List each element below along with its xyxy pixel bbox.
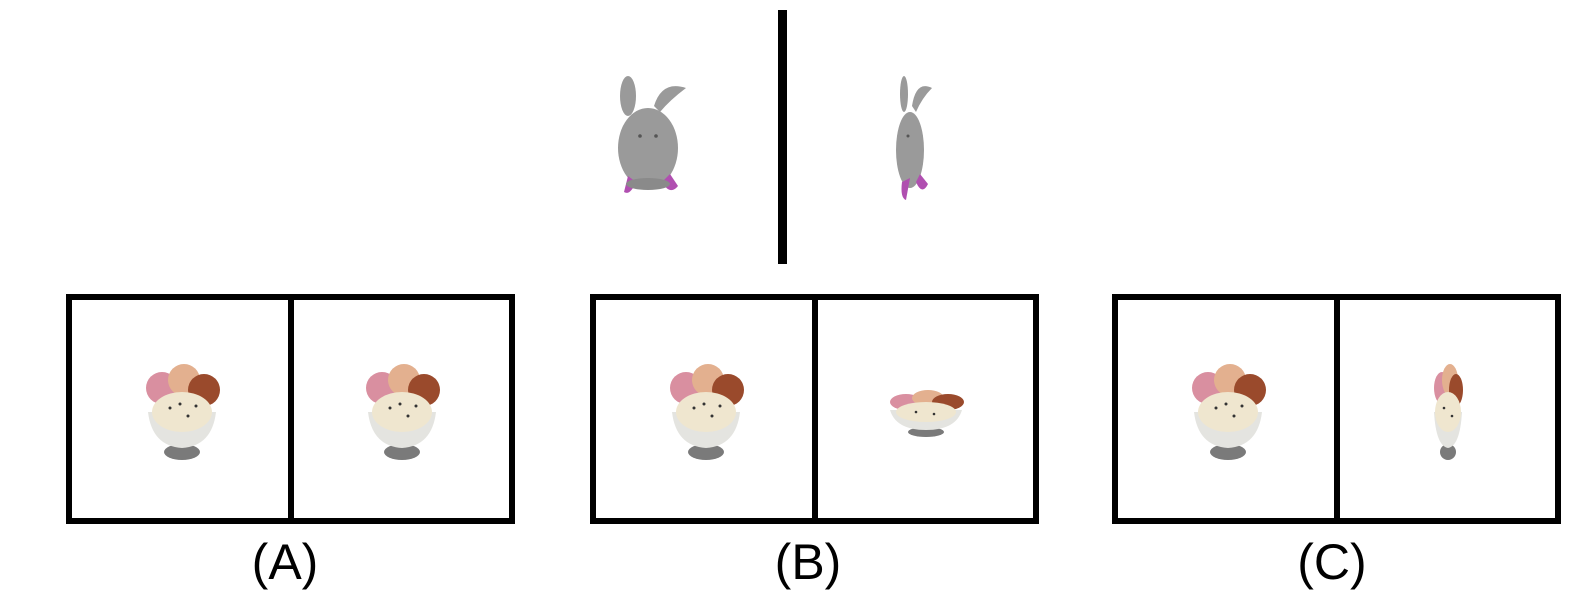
option-b-right-cell: [818, 300, 1033, 518]
ice-cream-sundae-narrow-icon: [1434, 364, 1463, 460]
option-a-left-cell: [72, 300, 288, 518]
option-a-right-cell: [294, 300, 509, 518]
option-b-split: [812, 300, 818, 518]
ice-cream-sundae-squashed-icon: [890, 390, 964, 437]
bunny-front-icon: [618, 76, 686, 193]
option-c-panel[interactable]: [1112, 294, 1561, 524]
reference-right-image: [880, 66, 950, 206]
option-a-panel[interactable]: [66, 294, 515, 524]
option-c-split: [1334, 300, 1340, 518]
option-c-right-cell: [1340, 300, 1555, 518]
option-b-label: (B): [774, 534, 842, 590]
option-c-left-cell: [1118, 300, 1334, 518]
option-a-label: (A): [251, 534, 319, 590]
ice-cream-sundae-icon: [670, 364, 744, 460]
option-b-left-cell: [596, 300, 812, 518]
option-c-label: (C): [1297, 534, 1367, 590]
reference-divider: [778, 10, 787, 264]
reference-left-image: [600, 66, 700, 206]
ice-cream-sundae-icon: [366, 364, 440, 460]
ice-cream-sundae-icon: [1192, 364, 1266, 460]
bunny-side-icon: [896, 76, 932, 200]
option-b-panel[interactable]: [590, 294, 1039, 524]
ice-cream-sundae-icon: [146, 364, 220, 460]
option-a-split: [288, 300, 294, 518]
